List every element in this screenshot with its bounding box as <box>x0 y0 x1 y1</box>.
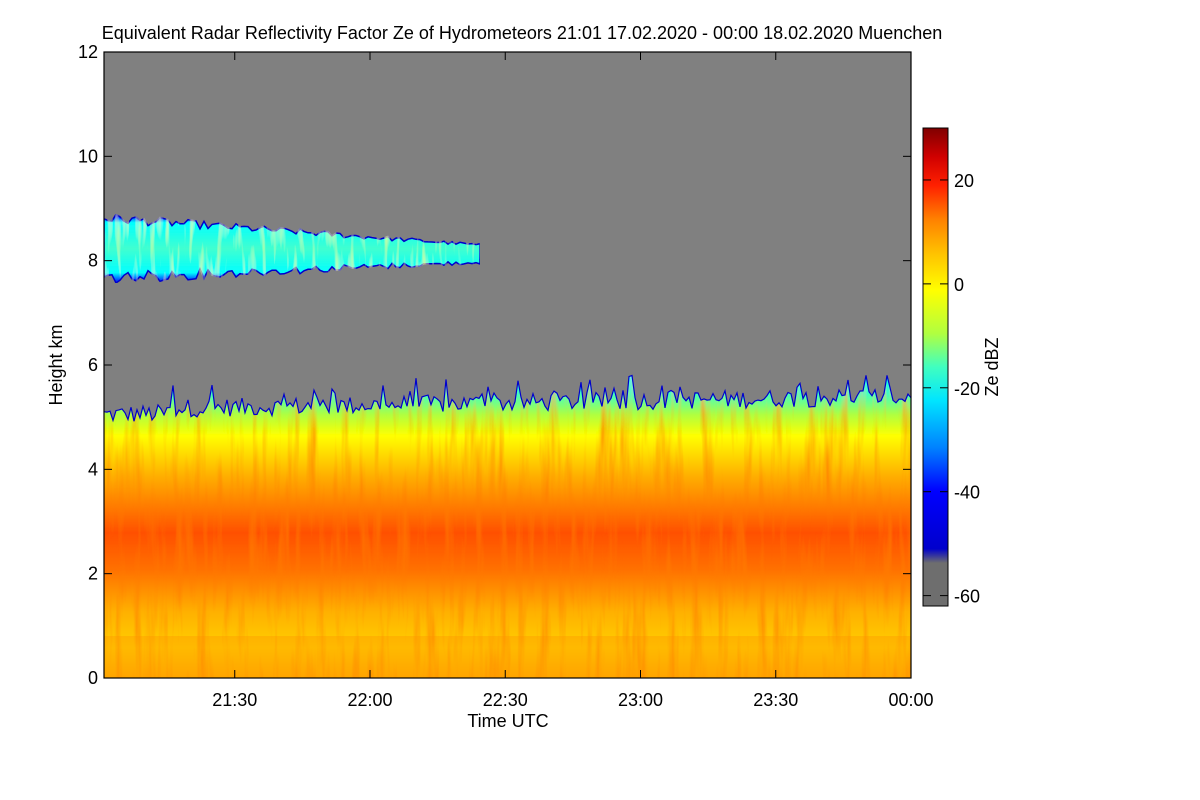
x-tick-label: 00:00 <box>888 690 933 710</box>
near-surface-band <box>104 636 911 678</box>
x-tick-label: 23:30 <box>753 690 798 710</box>
plot-area <box>104 52 911 678</box>
x-tick-label: 23:00 <box>618 690 663 710</box>
colorbar-tick-label: 0 <box>954 275 964 295</box>
colorbar-tick-label: -60 <box>954 587 980 607</box>
lower-precipitation-region <box>104 375 911 678</box>
colorbar-tick-label: 20 <box>954 171 974 191</box>
y-tick-label: 10 <box>78 146 98 166</box>
colorbar-label: Ze dBZ <box>982 337 1002 396</box>
upper-cloud-layer <box>104 213 481 285</box>
y-axis: 0 2 4 6 8 10 12 <box>78 42 911 688</box>
y-tick-label: 4 <box>88 459 98 479</box>
colorbar: 20 0 -20 -40 -60 Ze dBZ <box>922 127 1002 607</box>
y-tick-label: 0 <box>88 668 98 688</box>
x-axis-label: Time UTC <box>467 711 548 731</box>
y-axis-label: Height km <box>46 324 66 405</box>
colorbar-tick-label: -20 <box>954 379 980 399</box>
x-tick-label: 21:30 <box>212 690 257 710</box>
colorbar-scale <box>922 127 949 607</box>
y-tick-label: 12 <box>78 42 98 62</box>
chart-title: Equivalent Radar Reflectivity Factor Ze … <box>102 23 943 43</box>
x-tick-label: 22:30 <box>483 690 528 710</box>
x-tick-label: 22:00 <box>347 690 392 710</box>
colorbar-tick-label: -40 <box>954 483 980 503</box>
y-tick-label: 6 <box>88 355 98 375</box>
y-tick-label: 8 <box>88 251 98 271</box>
lower-region-top-edge <box>104 374 911 423</box>
x-axis: 21:30 22:00 22:30 23:00 23:30 00:00 <box>212 52 934 710</box>
y-tick-label: 2 <box>88 564 98 584</box>
